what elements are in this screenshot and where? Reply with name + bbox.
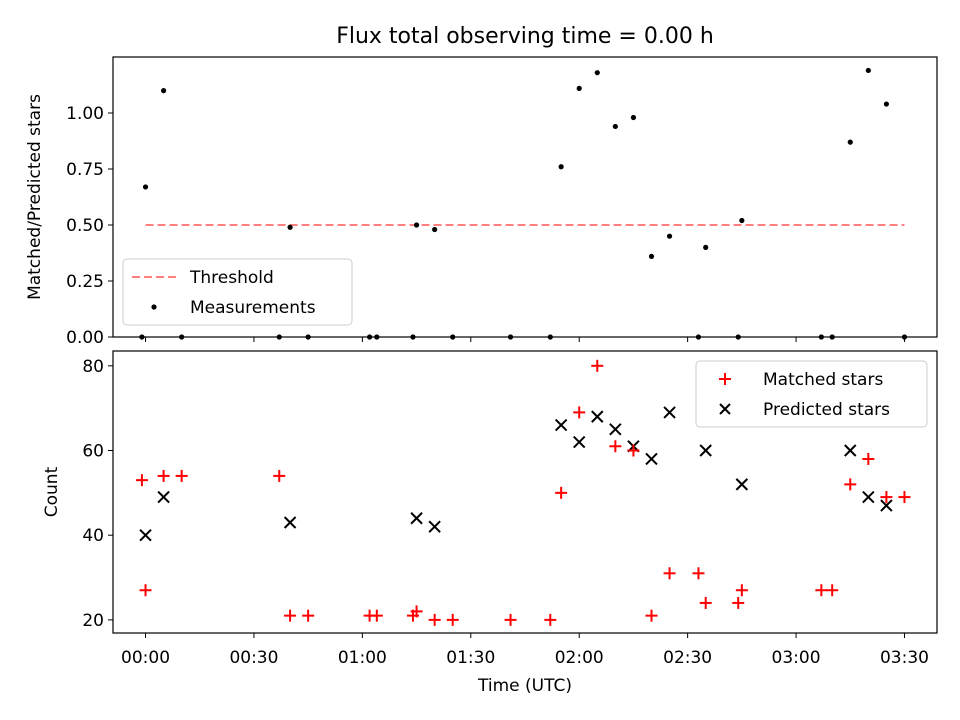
ratio-y-tick-label: 0.50 xyxy=(66,216,104,236)
count-y-tick-label: 80 xyxy=(82,357,104,377)
predicted-point xyxy=(157,490,170,504)
count-y-tick-label: 40 xyxy=(82,526,104,546)
matched-point xyxy=(609,440,622,453)
matched-point xyxy=(627,444,640,457)
measurements-legend-label: Measurements xyxy=(190,298,316,318)
time-x-tick-label: 01:30 xyxy=(446,648,495,668)
matched-point xyxy=(732,596,745,609)
matched-point xyxy=(544,613,557,626)
time-x-tick-label: 03:00 xyxy=(772,648,821,668)
matched-point xyxy=(591,359,604,372)
matched-point xyxy=(428,613,441,626)
predicted-point xyxy=(844,444,857,457)
ratio-y-tick-label: 0.25 xyxy=(66,272,104,292)
predicted-point xyxy=(554,418,568,432)
predicted-point xyxy=(591,410,604,423)
ratio-y-tick-label: 0.00 xyxy=(66,328,104,348)
predicted-point xyxy=(609,423,622,436)
measurement-point xyxy=(847,139,853,145)
ratio-y-axis-label: Matched/Predicted stars xyxy=(25,94,45,300)
predicted-point xyxy=(428,520,441,533)
predicted-point xyxy=(139,528,152,542)
matched-point xyxy=(410,605,423,618)
time-x-tick-label: 01:00 xyxy=(338,648,387,668)
measurement-point xyxy=(413,222,420,228)
matched-legend-label: Matched stars xyxy=(763,370,883,390)
measurement-point xyxy=(142,184,149,190)
measurement-point xyxy=(648,253,655,259)
matched-point xyxy=(175,469,188,482)
predicted-point xyxy=(410,512,423,525)
matched-point xyxy=(284,609,297,622)
matched-point xyxy=(139,584,152,597)
chart-title: Flux total observing time = 0.00 h xyxy=(336,24,714,49)
matched-point xyxy=(135,474,148,487)
measurement-point xyxy=(558,164,564,170)
predicted-point xyxy=(283,516,297,529)
ratio-y-tick-label: 1.00 xyxy=(66,104,104,124)
matched-point xyxy=(735,584,748,597)
measurement-point xyxy=(666,233,673,239)
time-x-tick-label: 02:00 xyxy=(555,648,604,668)
matched-point xyxy=(844,478,857,491)
matched-point xyxy=(446,613,459,626)
predicted-legend-swatch xyxy=(719,403,731,415)
measurement-point xyxy=(630,114,637,121)
measurements-legend-swatch xyxy=(151,304,157,310)
ratio-plot-frame xyxy=(112,56,938,338)
time-x-tick-label: 00:00 xyxy=(121,648,170,668)
time-x-tick-label: 00:30 xyxy=(229,648,278,668)
matched-point xyxy=(862,452,875,465)
measurement-point xyxy=(865,67,871,74)
time-x-axis-label: Time (UTC) xyxy=(477,676,572,696)
predicted-point xyxy=(735,478,749,491)
measurement-point xyxy=(432,226,438,233)
matched-point xyxy=(815,584,828,597)
time-x-tick-label: 02:30 xyxy=(663,648,712,668)
matched-point xyxy=(573,406,586,419)
count-legend: Matched stars Predicted stars xyxy=(695,360,928,428)
predicted-point xyxy=(663,406,676,419)
matched-point xyxy=(273,469,286,482)
threshold-legend-label: Threshold xyxy=(189,268,274,288)
predicted-point xyxy=(880,499,893,512)
measurement-point xyxy=(703,244,709,250)
matched-point xyxy=(699,596,712,609)
matched-legend-swatch xyxy=(719,373,731,385)
matched-point xyxy=(826,584,839,597)
matched-point xyxy=(302,609,315,622)
matched-point xyxy=(504,613,517,626)
measurement-point xyxy=(576,85,582,91)
count-y-tick-label: 60 xyxy=(82,442,104,462)
matched-point xyxy=(645,609,658,622)
ratio-legend: Threshold Measurements xyxy=(122,258,353,326)
count-y-tick-label: 20 xyxy=(82,611,104,631)
measurement-point xyxy=(594,70,600,76)
predicted-point xyxy=(645,452,658,466)
time-x-tick-label: 03:30 xyxy=(880,648,929,668)
predicted-point xyxy=(699,444,712,457)
matched-point xyxy=(898,491,911,504)
count-panel: 20 40 60 80 00:00 00:30 01:00 01:30 02:00 02:30 03… xyxy=(42,350,938,696)
measurement-point xyxy=(287,224,293,230)
matched-point xyxy=(692,567,705,580)
measurement-point xyxy=(883,101,890,107)
matched-point xyxy=(880,491,893,504)
count-y-axis-label: Count xyxy=(42,466,62,517)
matched-point xyxy=(370,609,383,622)
measurement-point xyxy=(612,123,618,130)
predicted-legend-label: Predicted stars xyxy=(763,400,890,420)
matched-point xyxy=(157,469,170,482)
predicted-point xyxy=(862,490,875,504)
ratio-panel: Flux total observing time = 0.00 h 0.00 0… xyxy=(25,24,938,348)
matched-point xyxy=(663,567,676,580)
predicted-point xyxy=(573,435,586,449)
measurement-point xyxy=(739,217,745,224)
ratio-y-tick-label: 0.75 xyxy=(66,160,104,180)
matched-point xyxy=(555,486,568,499)
measurement-point xyxy=(160,88,167,94)
count-plot-frame xyxy=(112,350,938,634)
